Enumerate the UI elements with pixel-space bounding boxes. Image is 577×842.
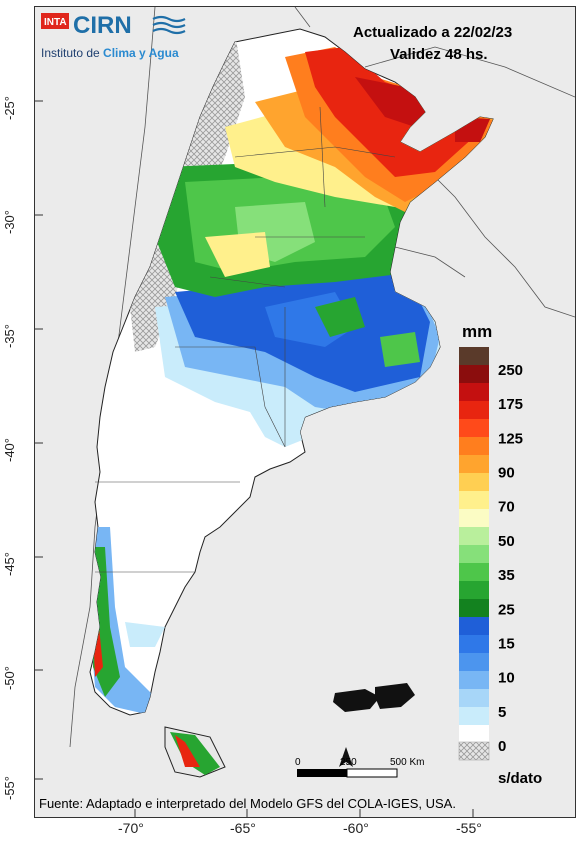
falkland-islands xyxy=(333,683,415,712)
legend-swatch xyxy=(459,707,489,725)
lat-label: -40° xyxy=(2,438,17,462)
logo-subtitle-b: Clima y Agua xyxy=(103,46,179,60)
lat-label: -55° xyxy=(2,776,17,800)
legend-value: 25 xyxy=(498,601,515,618)
legend-value: 175 xyxy=(498,396,523,413)
logo-subtitle-a: Instituto de xyxy=(41,46,103,60)
nodata-swatch xyxy=(458,741,490,761)
cirn-logo-text: CIRN xyxy=(73,12,132,39)
updated-date: Actualizado a 22/02/23 xyxy=(353,24,512,41)
inta-logo-icon xyxy=(41,13,69,29)
legend-swatch xyxy=(459,689,489,707)
legend-swatch xyxy=(459,527,489,545)
legend-value: 70 xyxy=(498,499,515,516)
legend-value: 0 xyxy=(498,738,506,755)
validity-text: Validez 48 hs. xyxy=(390,46,488,63)
legend-unit: mm xyxy=(462,322,492,341)
nodata-label: s/dato xyxy=(498,770,542,787)
legend-swatch xyxy=(459,401,489,419)
legend-swatches xyxy=(459,347,489,743)
legend-value: 15 xyxy=(498,635,515,652)
legend-swatch xyxy=(459,437,489,455)
lat-label: -45° xyxy=(2,552,17,576)
scale-label-0: 0 xyxy=(295,757,301,768)
inta-logo-text: INTA xyxy=(44,17,67,28)
source-footer: Fuente: Adaptado e interpretado del Mode… xyxy=(39,796,456,811)
waves-icon xyxy=(152,15,186,35)
axis-ticks xyxy=(35,100,474,817)
lat-label: -30° xyxy=(2,210,17,234)
legend-value: 250 xyxy=(498,362,523,379)
legend-swatch xyxy=(459,491,489,509)
map-frame: INTA CIRN Instituto de Clima y Agua Actu… xyxy=(34,6,576,818)
lon-label: -70° xyxy=(118,820,144,836)
lon-label: -55° xyxy=(456,820,482,836)
legend-value: 5 xyxy=(498,704,506,721)
legend-swatch xyxy=(459,383,489,401)
legend-swatch xyxy=(459,653,489,671)
legend-value: 125 xyxy=(498,430,523,447)
legend-swatch xyxy=(459,725,489,743)
lon-label: -65° xyxy=(230,820,256,836)
legend-swatch xyxy=(459,365,489,383)
tierra-del-fuego xyxy=(164,726,226,778)
legend-swatch xyxy=(459,635,489,653)
scale-label-500: 500 Km xyxy=(390,757,424,768)
legend-value: 90 xyxy=(498,465,515,482)
legend-swatch xyxy=(459,347,489,365)
legend-swatch xyxy=(459,419,489,437)
scale-bar: 0 250 500 Km xyxy=(295,757,424,778)
province-borders xyxy=(95,106,396,573)
legend-swatch xyxy=(459,509,489,527)
legend-value: 50 xyxy=(498,533,515,550)
north-arrow-icon xyxy=(339,747,353,767)
legend-swatch xyxy=(459,455,489,473)
legend-swatch xyxy=(459,563,489,581)
svg-text:Instituto de Clima y Agua: Instituto de Clima y Agua xyxy=(41,46,179,60)
lat-label: -50° xyxy=(2,666,17,690)
lat-label: -25° xyxy=(2,96,17,120)
lon-label: -60° xyxy=(343,820,369,836)
legend-swatch xyxy=(459,473,489,491)
legend-swatch xyxy=(459,617,489,635)
logo-block: INTA CIRN Instituto de Clima y Agua xyxy=(41,12,186,60)
scale-label-250: 250 xyxy=(340,757,357,768)
legend-swatch xyxy=(459,671,489,689)
legend-swatch xyxy=(459,599,489,617)
lat-label: -35° xyxy=(2,324,17,348)
legend-swatch xyxy=(459,581,489,599)
legend-swatch xyxy=(459,545,489,563)
legend-value: 35 xyxy=(498,567,515,584)
precipitation-map: INTA CIRN Instituto de Clima y Agua Actu… xyxy=(35,7,575,817)
legend-value: 10 xyxy=(498,670,515,687)
